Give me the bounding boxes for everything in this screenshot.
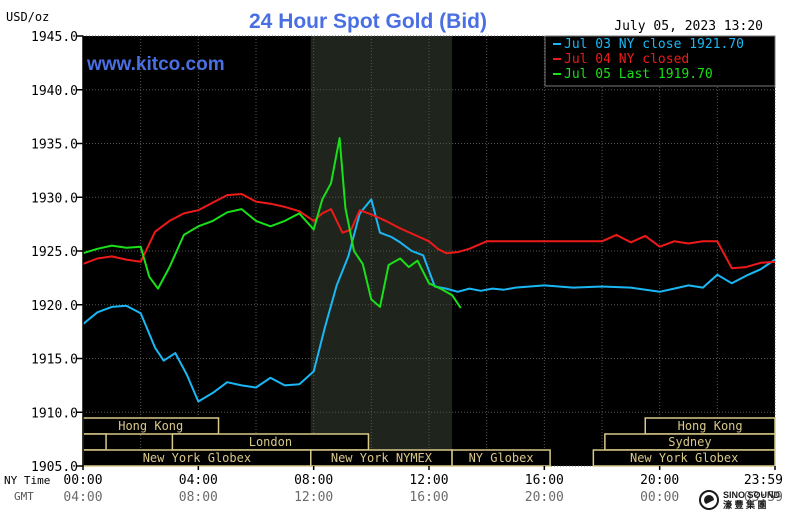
brand-name: SINO SOUND [722,490,780,500]
y-axis: 1945.0 1940.0 1935.0 1930.0 1925.0 1920.0 1915… [31,30,84,475]
legend-box [544,35,776,87]
session-bar [82,433,107,451]
sino-sound-emblem-icon [698,490,719,510]
x-axis: NY Time GMT 00:00 04:00 04:00 08:00 08:00 12:00… [4,466,783,505]
x-tick-label-gmt: 00:00 [640,490,679,505]
sino-sound-logo: SINO SOUND 濠 豐 集 團 [698,490,780,510]
x-tick-label-gmt: 20:00 [525,490,564,505]
kitco-watermark: www.kitco.com [86,54,225,75]
session-bar: New York NYMEX [310,449,453,467]
session-label: NY Globex [469,451,534,465]
y-tick-label: 1935.0 [31,138,78,153]
y-tick-label: 1920.0 [31,299,78,314]
chart-timestamp: July 05, 2023 13:20 [614,19,763,34]
y-tick-label: 1925.0 [31,245,78,260]
market-sessions: Hong Kong London New York Globex New York N… [82,417,776,467]
x-tick-label-ny: 08:00 [294,473,333,488]
y-tick-label: 1905.0 [31,460,78,475]
session-bar: New York Globex [82,449,312,467]
y-tick-label: 1910.0 [31,406,78,421]
chart-title: 24 Hour Spot Gold (Bid) [249,10,487,33]
session-label: New York NYMEX [331,451,433,465]
session-label: Hong Kong [118,419,183,433]
x-tick-label-gmt: 12:00 [294,490,333,505]
x-tick-label-gmt: 16:00 [409,490,448,505]
session-bar: London [171,433,370,451]
legend-entry: Jul 04 NY closed [564,52,689,67]
y-axis-label: USD/oz [6,10,49,24]
y-tick-label: 1945.0 [31,30,78,45]
y-tick-label: 1930.0 [31,191,78,206]
x-axis-label-ny: NY Time [4,474,50,487]
session-label: Sydney [668,435,711,449]
x-tick-label-gmt: 08:00 [179,490,218,505]
session-label: New York Globex [143,451,251,465]
session-bar: Sydney [604,433,776,451]
series-line-1 [82,193,776,270]
x-tick-label-ny: 16:00 [525,473,564,488]
session-bar-box [592,449,776,467]
session-label: London [249,435,292,449]
x-tick-label-ny: 12:00 [409,473,448,488]
session-bar: New York Globex [592,449,776,467]
x-tick-label-gmt: 04:00 [63,490,102,505]
session-bar-box [82,433,107,451]
session-label: New York Globex [630,451,738,465]
x-tick-label-gmt: 03:59 [744,490,783,505]
series-line-0 [82,198,776,403]
y-tick-label: 1915.0 [31,353,78,368]
session-bar: Hong Kong [82,417,220,435]
x-tick-label-ny: 00:00 [63,473,102,488]
x-tick-label-ny: 20:00 [640,473,679,488]
session-bar-box [451,449,551,467]
nymex-shaded-region [310,36,453,466]
session-bar: NY Globex [451,449,551,467]
x-axis-label-gmt: GMT [14,490,34,503]
x-tick-label-ny: 04:00 [179,473,218,488]
session-label: Hong Kong [678,419,743,433]
brand-subtitle: 濠 豐 集 團 [722,500,767,510]
x-tick-label-ny: 23:59 [744,473,783,488]
series-line-2 [82,137,462,309]
legend-entry: Jul 05 Last 1919.70 [564,67,713,82]
y-tick-label: 1940.0 [31,84,78,99]
legend-entry: Jul 03 NY close 1921.70 [564,37,744,52]
session-bar: Hong Kong [644,417,776,435]
series-layer [82,137,776,403]
